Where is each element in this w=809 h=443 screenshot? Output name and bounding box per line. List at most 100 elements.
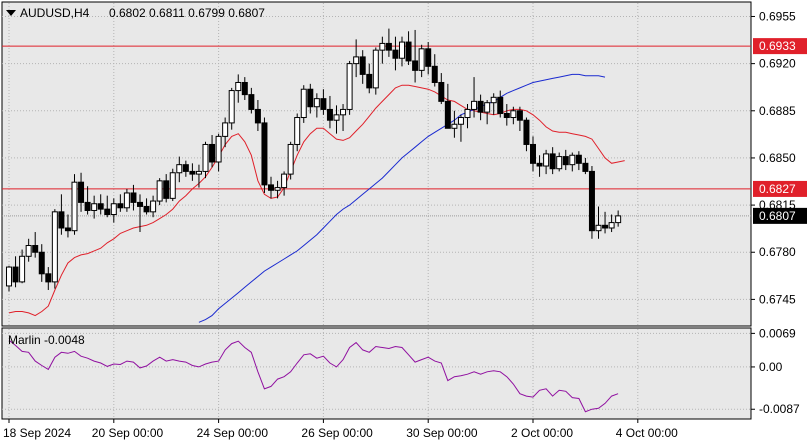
candle [340,104,347,131]
candle-body-bull [543,153,550,167]
candle-body-bear [58,211,65,229]
candle-body-bear [268,184,274,191]
candle [51,209,58,289]
candle [497,90,504,118]
candle [143,198,150,215]
candle [241,77,248,101]
candle-body-bull [176,164,183,174]
candle-body-bear [431,65,438,83]
candle [536,155,543,177]
price-axis: 0.69550.69200.68850.68500.68150.67800.67… [751,9,807,306]
time-tick-label: 2 Oct 00:00 [511,426,573,440]
candle-body-bull [110,203,117,216]
candle-body-bear [588,170,595,232]
candle [281,171,288,196]
ma-slow-line [198,73,606,323]
candle [64,214,71,238]
candle [412,29,419,83]
candle [38,244,45,282]
candle [209,135,216,168]
level-label-box [753,180,807,197]
candle [202,141,209,179]
candle-body-bull [484,102,491,113]
candle [615,210,622,227]
ma-fast-line [8,84,625,317]
time-tick-label: 24 Sep 00:00 [197,426,269,440]
candle [58,194,65,235]
candle-body-bull [569,154,576,166]
candle-body-bull [313,98,320,108]
candle [97,194,104,215]
candle [346,60,353,115]
candle-body-bear [163,180,170,199]
symbol-dropdown-icon[interactable] [6,10,16,16]
candle-body-bear [503,112,510,119]
candle-body-bull [490,96,497,104]
candle [385,28,392,57]
time-axis: 18 Sep 2024 20 Sep 00:00 24 Sep 00:00 26 Se… [3,419,678,440]
level-label: 0.6933 [759,39,796,53]
candle [556,152,563,172]
candle-body-bull [595,224,602,232]
candle [248,87,255,114]
candle [588,166,595,239]
candle [130,184,137,211]
candle-body-bear [602,224,609,229]
indicator-label: Marlin -0.0048 [8,333,85,347]
candle-body-bear [549,153,556,170]
candle-body-bull [346,63,353,110]
candle [457,114,464,142]
price-tick-label: 0.6885 [759,104,796,118]
candle-body-bear [320,98,327,110]
time-tick-label: 26 Sep 00:00 [301,426,373,440]
candle-body-bear [45,273,52,283]
candle [399,36,405,67]
candle [91,195,98,219]
price-tick-label: 0.6850 [759,151,796,165]
candle-body-bear [444,100,451,129]
candle [333,105,340,134]
candle-body-bear [392,49,399,59]
candle [484,100,491,125]
time-tick-label: 20 Sep 00:00 [92,426,164,440]
candle-body-bear [137,201,143,207]
time-tick-label: 4 Oct 00:00 [616,426,678,440]
candle-body-bear [326,108,333,121]
candle [156,178,163,206]
candle [608,214,615,233]
price-tick-label: 0.6780 [759,245,796,259]
candle-body-bear [78,181,85,203]
candle [320,89,327,115]
candle-body-bear [182,164,189,172]
candle-body-bull [195,170,202,175]
candle-body-bear [412,60,419,71]
candle-body-bear [241,81,248,96]
candle [104,195,111,218]
candle-body-bull [287,143,294,175]
candle [137,194,143,233]
candle [438,73,445,105]
candle-body-bear [438,81,445,102]
candle [287,141,294,180]
candle-body-bull [353,56,360,65]
candle [123,188,130,212]
candle [503,104,510,126]
candle-body-bear [366,73,373,89]
candle [471,77,478,118]
candle [235,74,242,103]
candle-body-bull [228,90,235,124]
candle [602,211,609,234]
indicator-tick-label: 0.0069 [759,326,796,340]
candle [464,104,471,129]
current-price-label: 0.6807 [759,209,796,223]
candle-body-bear [562,156,569,166]
candle [575,151,582,171]
ohlc-readout: 0.6802 0.6811 0.6799 0.6807 [109,6,265,20]
candle-body-bear [425,48,432,67]
candle [6,265,12,292]
candle [451,110,458,138]
indicator-grid [2,329,751,418]
price-tick-label: 0.6955 [759,9,796,23]
candle-body-bull [451,123,458,129]
candle-body-bull [169,172,176,199]
